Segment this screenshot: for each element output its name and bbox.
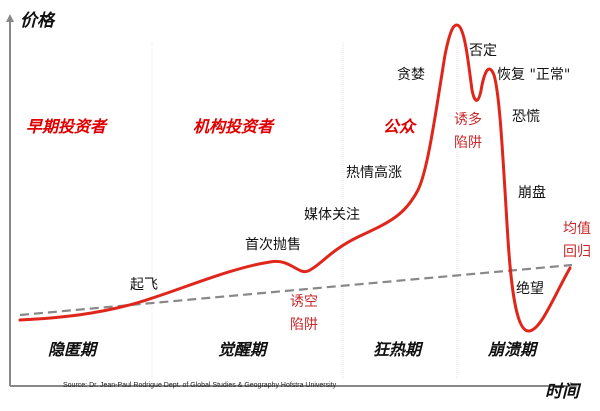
label-greed: 贪婪 <box>397 67 425 83</box>
label-capitulation: 崩盘 <box>518 184 546 201</box>
price-curve <box>18 23 572 333</box>
label-despair: 绝望 <box>516 281 544 297</box>
mean-reversion-line2: 回归 <box>563 243 591 260</box>
mean-reversion-line1: 均值 <box>563 221 591 237</box>
x-axis-arrow-icon <box>570 382 578 390</box>
x-axis-label: 时间 <box>545 382 582 402</box>
label-enthusiasm: 热情高涨 <box>346 164 402 181</box>
mean-trend-line <box>19 263 573 317</box>
y-axis-label: 价格 <box>20 11 56 31</box>
label-media: 媒体关注 <box>304 207 360 223</box>
label-fear: 恐慌 <box>512 109 540 125</box>
label-denial: 否定 <box>469 43 497 59</box>
label-takeoff: 起飞 <box>130 277 158 293</box>
phase-mania: 狂热期 <box>373 340 424 359</box>
bull-trap-line2: 陷阱 <box>454 135 482 151</box>
phase-awareness: 觉醒期 <box>218 340 269 359</box>
bear-trap-line1: 诱空 <box>290 294 318 310</box>
bull-trap-line1: 诱多 <box>454 111 482 128</box>
investor-group-early: 早期投资者 <box>26 117 109 136</box>
phase-blowoff: 崩溃期 <box>487 340 539 359</box>
label-return-normal: 恢复 "正常" <box>497 66 570 83</box>
label-first-sell: 首次抛售 <box>245 237 301 253</box>
y-axis-arrow-icon <box>6 14 14 22</box>
source-note: Source: Dr. Jean-Paul Rodrigue Dept. of … <box>63 382 337 389</box>
phase-stealth: 隐匿期 <box>48 340 99 359</box>
bear-trap-line2: 陷阱 <box>290 317 318 333</box>
investor-group-institutional: 机构投资者 <box>193 117 276 136</box>
investor-group-public: 公众 <box>383 117 417 136</box>
